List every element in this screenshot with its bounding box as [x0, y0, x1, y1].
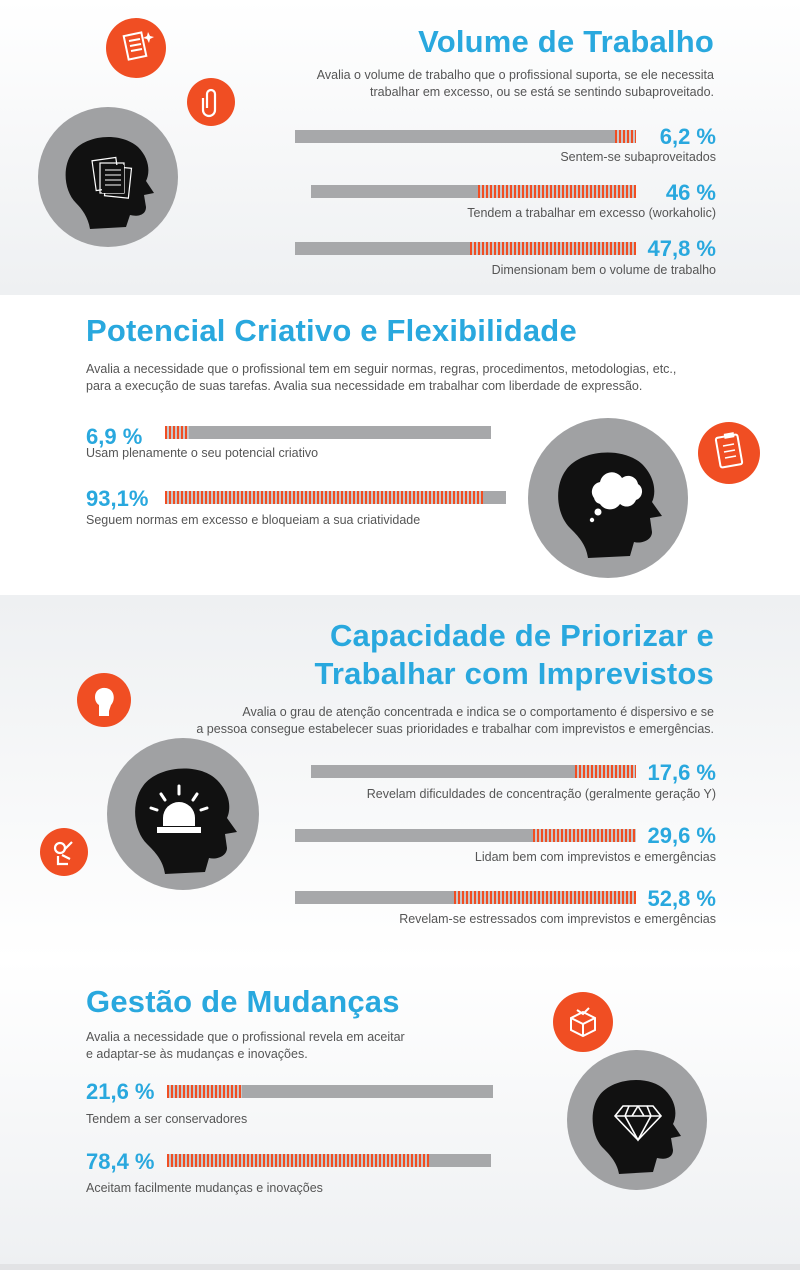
gift-box-badge-icon [553, 992, 613, 1052]
stat-label: Tendem a trabalhar em excesso (workaholi… [467, 206, 716, 220]
section-title: Gestão de Mudanças [86, 984, 400, 1019]
stat-bar-workaholic [311, 185, 636, 198]
section-title: Capacidade de Priorizar e [329, 618, 714, 653]
stat-bar-potencial-criativo [165, 426, 491, 439]
stat-bar-dimensionam [295, 242, 636, 255]
document-badge-icon [106, 18, 166, 78]
ok-hand-badge-icon [40, 828, 88, 876]
stat-bar-conservadores [167, 1085, 493, 1098]
stat-value: 78,4 % [86, 1149, 155, 1174]
stat-value: 21,6 % [86, 1079, 155, 1104]
diamond-head-icon [567, 1050, 707, 1190]
stat-label: Dimensionam bem o volume de trabalho [491, 263, 716, 277]
section-description: Avalia a necessidade que o profissional … [86, 1030, 405, 1061]
footer-divider [0, 1264, 800, 1270]
clipboard-badge-icon [698, 422, 760, 484]
alarm-light-head-icon [107, 738, 259, 890]
stat-bar-subaproveitados [295, 130, 636, 143]
section-title: Trabalhar com Imprevistos [314, 656, 714, 691]
stat-value: 6,9 % [86, 424, 143, 449]
stat-value: 6,2 % [659, 124, 716, 149]
stat-value: 46 % [665, 180, 716, 205]
stat-bar-concentracao [311, 765, 636, 778]
paperclip-badge-icon [187, 78, 235, 126]
stat-value: 52,8 % [647, 886, 717, 911]
stat-bar-normas [165, 491, 506, 504]
stat-bar-estressados [295, 891, 636, 904]
section-description: Avalia o grau de atenção concentrada e i… [196, 705, 714, 736]
stat-bar-aceitam-mudancas [167, 1154, 491, 1167]
stat-value: 29,6 % [647, 823, 717, 848]
thought-cloud-head-icon [528, 418, 688, 578]
boxing-glove-badge-icon [77, 673, 131, 727]
stat-label: Revelam dificuldades de concentração (ge… [366, 787, 716, 801]
documents-head-icon [38, 107, 178, 247]
stat-label: Usam plenamente o seu potencial criativo [86, 446, 319, 460]
section-description: Avalia o volume de trabalho que o profis… [316, 68, 714, 99]
stat-label: Aceitam facilmente mudanças e inovações [86, 1181, 323, 1195]
stat-label: Lidam bem com imprevistos e emergências [474, 850, 716, 864]
stat-value: 47,8 % [647, 236, 717, 261]
stat-bar-lidam-bem [295, 829, 636, 842]
stat-label: Revelam-se estressados com imprevistos e… [399, 912, 716, 926]
section-title: Volume de Trabalho [418, 24, 714, 59]
section-description: Avalia a necessidade que o profissional … [86, 362, 677, 393]
stat-value: 17,6 % [647, 760, 717, 785]
stat-label: Seguem normas em excesso e bloqueiam a s… [86, 513, 421, 527]
stat-label: Tendem a ser conservadores [86, 1112, 248, 1126]
stat-value: 93,1% [86, 486, 149, 511]
stat-label: Sentem-se subaproveitados [560, 150, 716, 164]
section-title: Potencial Criativo e Flexibilidade [86, 313, 577, 348]
